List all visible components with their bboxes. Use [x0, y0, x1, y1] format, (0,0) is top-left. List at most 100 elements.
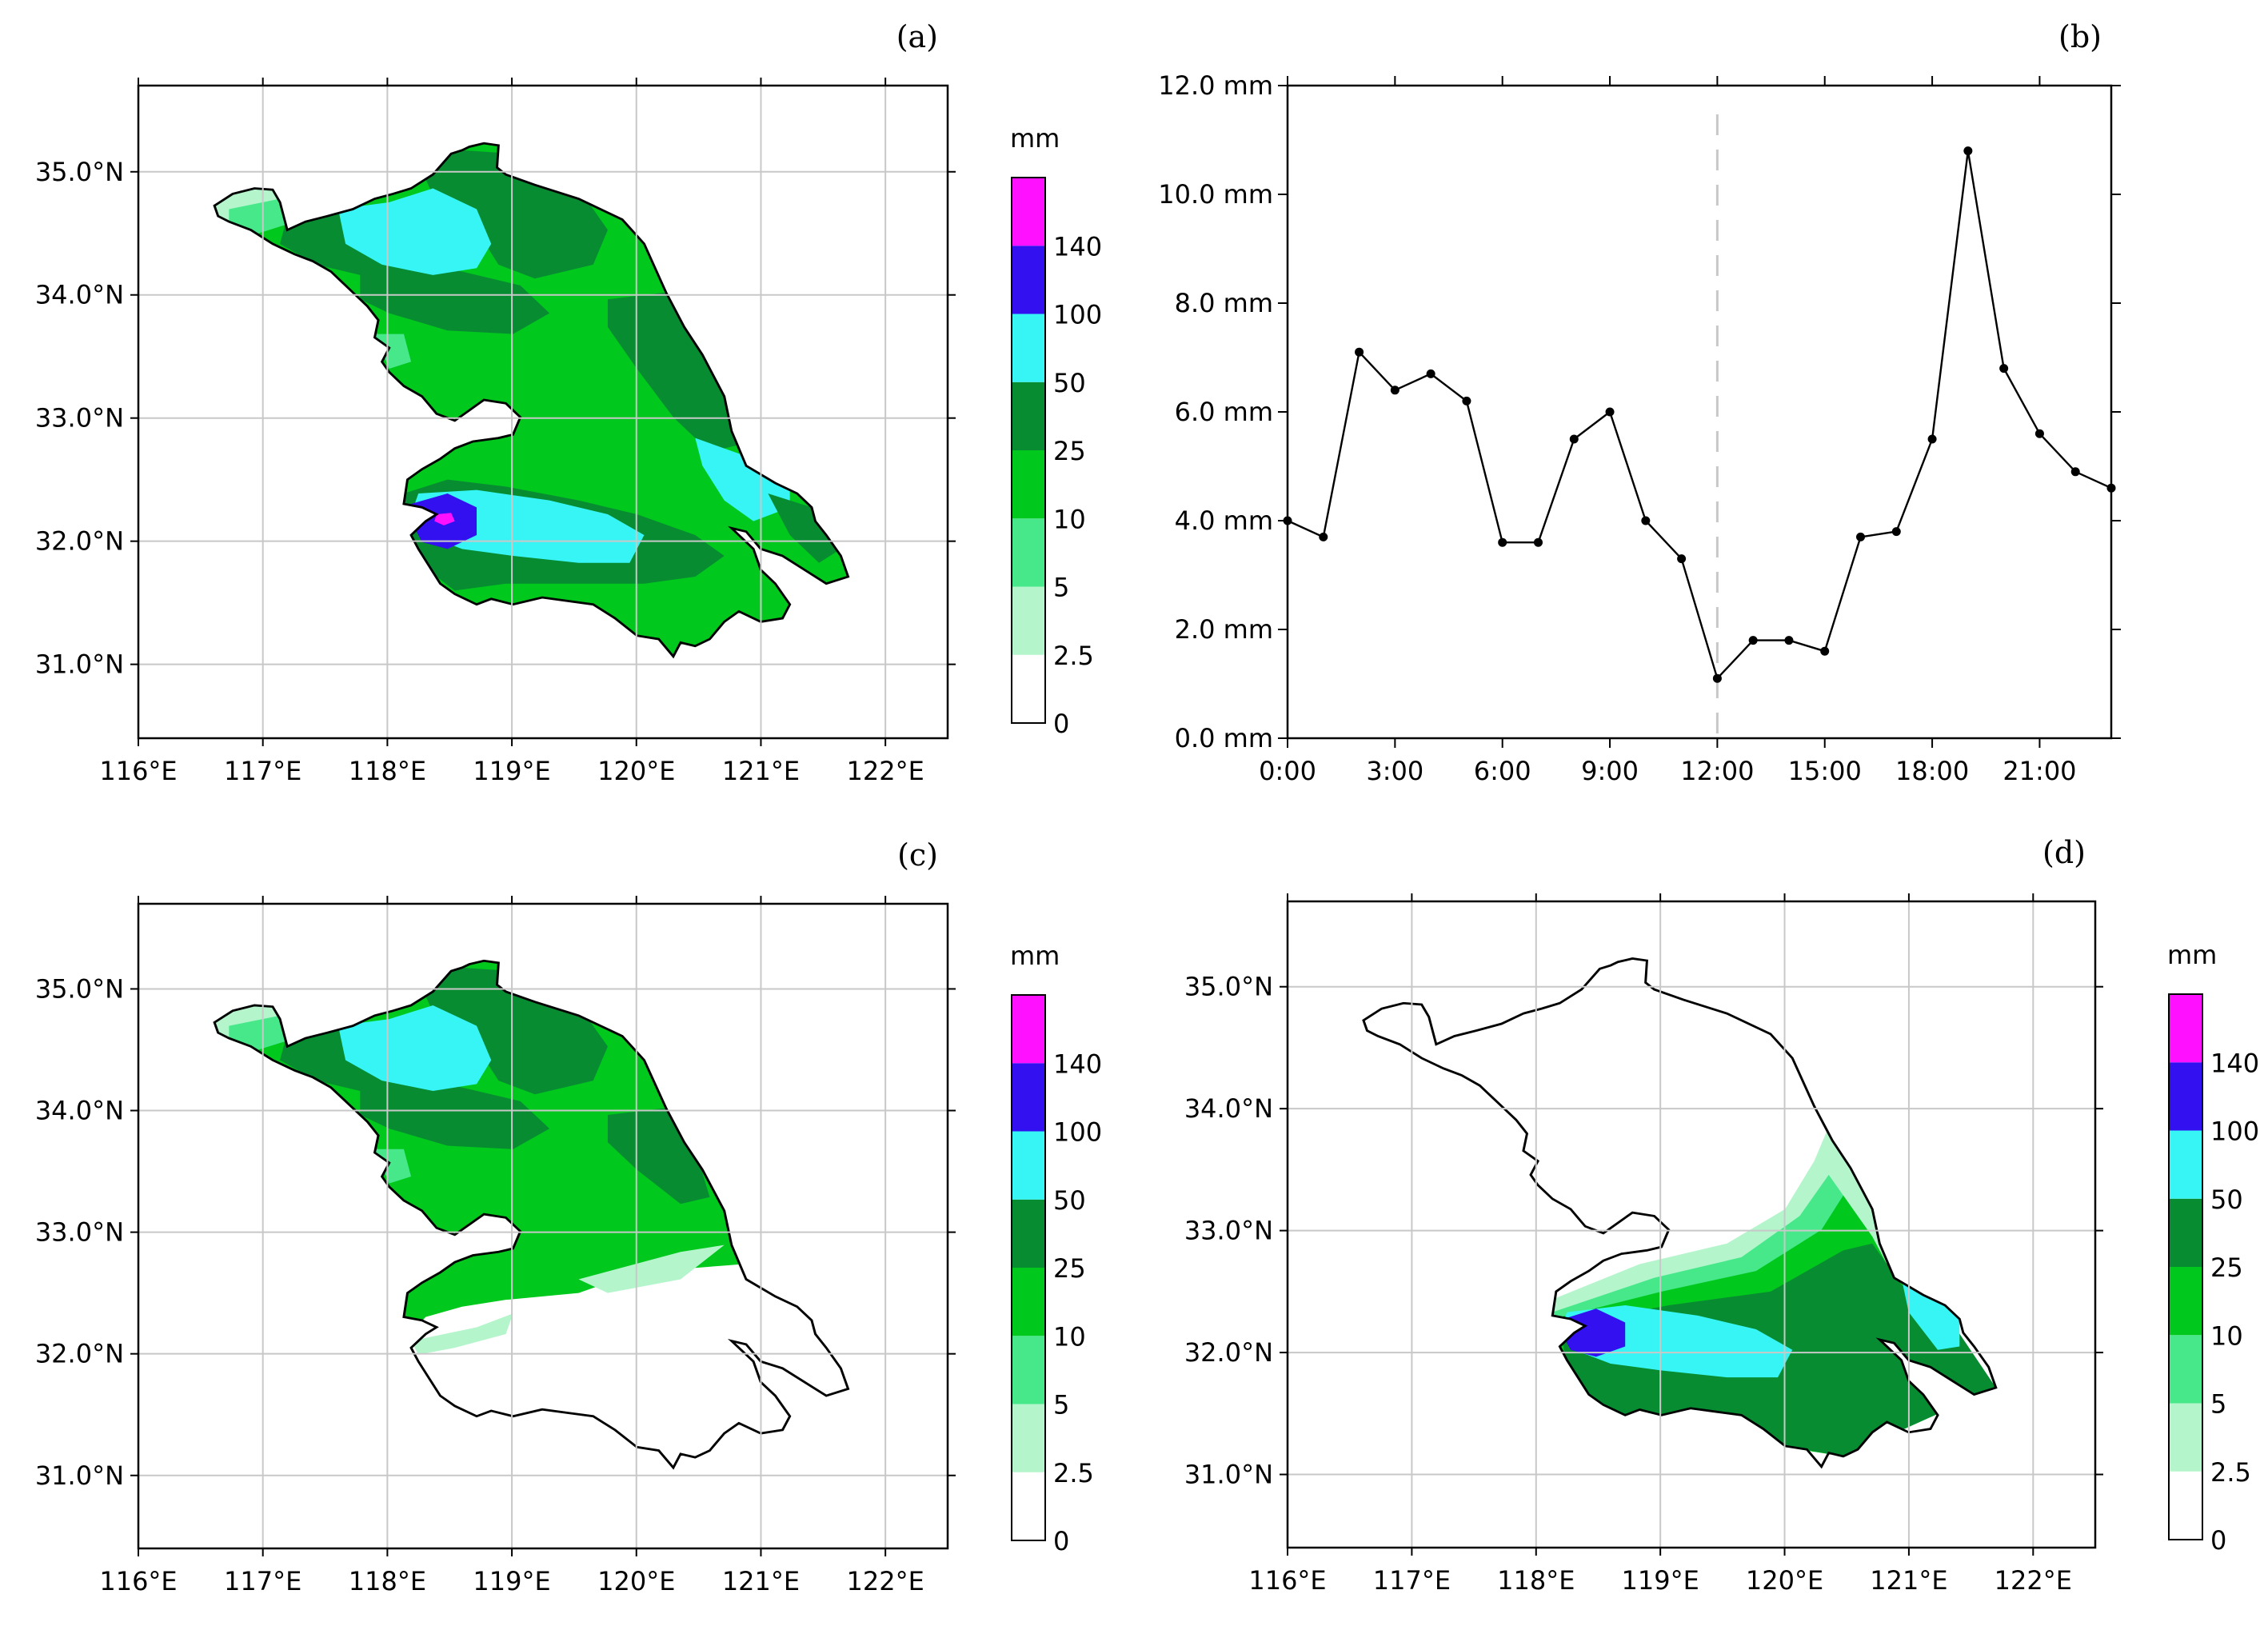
panel-b: 0.0 mm 2.0 mm 4.0 mm 6.0 mm 8.0 mm 10.0 mm 12.… — [1158, 19, 2121, 786]
colorbar-swatch — [1012, 586, 1045, 655]
panel-c: 116°E 117°E 118°E 119°E 120°E 121°E 122°E 31.0°… — [35, 837, 1102, 1596]
colorbar-level-label: 10 — [1053, 1321, 1086, 1352]
colorbar-swatch — [1012, 382, 1045, 450]
precip-region — [434, 513, 455, 525]
lon-tick-label: 116°E — [99, 756, 177, 786]
lat-tick-label: 33.0°N — [1184, 1216, 1273, 1246]
lon-tick-label: 119°E — [473, 1566, 550, 1596]
lon-tick-label: 120°E — [1746, 1565, 1823, 1596]
y-tick-label: 4.0 mm — [1175, 505, 1273, 536]
x-tick-label: 9:00 — [1581, 756, 1639, 786]
lat-tick-label: 35.0°N — [35, 973, 124, 1004]
colorbar-swatch — [2169, 1335, 2202, 1404]
precip-region — [229, 1015, 291, 1050]
colorbar-level-label: 0 — [2210, 1525, 2226, 1556]
colorbar-level-label: 0 — [1053, 709, 1069, 739]
lon-tick-label: 122°E — [847, 1566, 924, 1596]
lat-tick-label: 33.0°N — [35, 403, 124, 433]
colorbar-frame — [1011, 994, 1046, 1541]
lon-tick-label: 117°E — [224, 1566, 301, 1596]
y-tick-label: 2.0 mm — [1175, 614, 1273, 645]
data-point — [1784, 636, 1794, 645]
y-tick-label: 10.0 mm — [1158, 179, 1273, 210]
x-tick-label: 6:00 — [1474, 756, 1531, 786]
map-frame — [137, 84, 949, 740]
x-tick-label: 15:00 — [1788, 756, 1862, 786]
y-tick-label: 8.0 mm — [1175, 288, 1273, 318]
lon-tick-label: 120°E — [597, 756, 675, 786]
precip-region — [695, 437, 790, 521]
map-frame — [1286, 900, 2097, 1549]
colorbar-swatch — [1012, 1472, 1045, 1540]
series-line — [1287, 150, 2112, 681]
colorbar-swatch — [2169, 994, 2202, 1063]
x-tick-label: 12:00 — [1680, 756, 1754, 786]
lon-tick-label: 121°E — [722, 1566, 800, 1596]
colorbar-swatch — [1012, 995, 1045, 1064]
data-point — [2070, 467, 2080, 477]
data-point — [1641, 516, 1651, 525]
colorbar-swatch — [2169, 1471, 2202, 1540]
colorbar-swatch — [1012, 1063, 1045, 1132]
data-point — [1927, 434, 1937, 444]
x-tick-label: 18:00 — [1895, 756, 1969, 786]
colorbar-level-label: 50 — [1053, 368, 1086, 398]
data-point — [1891, 527, 1901, 537]
panel-d: 116°E 117°E 118°E 119°E 120°E 121°E 122°E 31.0°… — [1184, 835, 2259, 1596]
colorbar-swatch — [1012, 246, 1045, 314]
lat-tick-label: 34.0°N — [1184, 1093, 1273, 1124]
data-point — [2106, 483, 2116, 493]
lat-tick-label: 34.0°N — [35, 1096, 124, 1126]
precip-region — [360, 268, 550, 334]
data-point — [1355, 347, 1364, 357]
colorbar-unit: mm — [1010, 123, 1060, 154]
x-tick-label: 21:00 — [2002, 756, 2076, 786]
y-tick-label: 6.0 mm — [1175, 397, 1273, 427]
colorbar-level-label: 5 — [2210, 1389, 2226, 1420]
data-point — [1533, 537, 1543, 547]
precip-region — [768, 493, 841, 563]
precip-region — [607, 1108, 710, 1205]
colorbar-swatch — [2169, 1130, 2202, 1199]
data-point — [1498, 537, 1507, 547]
data-point — [1426, 369, 1435, 378]
colorbar-swatch — [1012, 654, 1045, 723]
colorbar-level-label: 10 — [2210, 1320, 2243, 1351]
lon-tick-label: 118°E — [349, 1566, 426, 1596]
colorbar-level-label: 140 — [1053, 1049, 1102, 1079]
data-point — [2034, 429, 2044, 438]
colorbar-level-label: 100 — [1053, 1117, 1102, 1148]
colorbar-level-label: 25 — [1053, 1253, 1086, 1284]
colorbar-unit: mm — [1010, 941, 1060, 971]
lat-tick-label: 31.0°N — [35, 1460, 124, 1491]
data-point — [1820, 646, 1830, 656]
panel-label: (b) — [2058, 19, 2102, 54]
precip-region — [607, 292, 739, 452]
precip-region — [1561, 1308, 1626, 1357]
colorbar-swatch — [1012, 1336, 1045, 1404]
precip-region — [360, 1084, 550, 1149]
colorbar-frame — [2168, 993, 2203, 1540]
colorbar-level-label: 25 — [1053, 436, 1086, 466]
lat-tick-label: 34.0°N — [35, 280, 124, 310]
map-frame — [137, 902, 949, 1550]
colorbar-swatch — [1012, 314, 1045, 382]
x-tick-label: 0:00 — [1259, 756, 1316, 786]
colorbar-level-label: 10 — [1053, 504, 1086, 534]
lon-tick-label: 119°E — [473, 756, 550, 786]
colorbar-unit: mm — [2167, 940, 2217, 970]
lon-tick-label: 122°E — [1994, 1565, 2072, 1596]
y-tick-label: 12.0 mm — [1158, 70, 1273, 101]
data-point — [1999, 364, 2009, 374]
line-chart-frame — [1286, 84, 2113, 740]
colorbar-swatch — [1012, 450, 1045, 519]
colorbar-level-label: 2.5 — [2210, 1457, 2251, 1488]
colorbar-swatch — [1012, 1268, 1045, 1336]
precip-region — [229, 198, 291, 234]
lon-tick-label: 117°E — [1373, 1565, 1451, 1596]
data-point — [1712, 673, 1722, 683]
colorbar-swatch — [2169, 1403, 2202, 1472]
lat-tick-label: 35.0°N — [35, 157, 124, 187]
data-point — [1283, 516, 1292, 525]
